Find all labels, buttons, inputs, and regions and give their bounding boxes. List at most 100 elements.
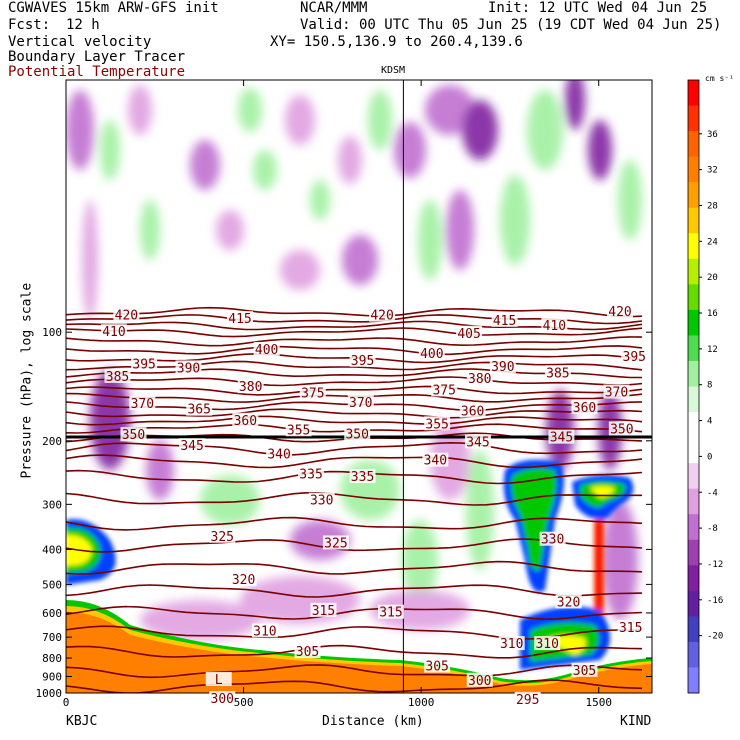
theta-label: 390: [177, 361, 200, 376]
theta-contour: [66, 336, 643, 347]
theta-label-bg: [534, 636, 561, 651]
theta-label: 375: [301, 387, 324, 402]
theta-label-bg: [308, 492, 335, 507]
theta-label-bg: [294, 644, 321, 659]
theta-label-bg: [466, 371, 493, 386]
field-potential-temperature: Potential Temperature: [8, 64, 186, 80]
colorbar-swatch: [688, 488, 699, 515]
field-vertical-velocity: Vertical velocity: [8, 34, 152, 50]
colorbar-label: 32: [707, 166, 718, 176]
colorbar-swatch: [688, 156, 699, 183]
theta-label-bg: [603, 384, 630, 399]
theta-label: 410: [543, 319, 566, 334]
theta-contour: [66, 327, 643, 338]
theta-contour: [66, 345, 643, 356]
theta-label-bg: [571, 662, 598, 677]
theta-label-bg: [104, 368, 131, 383]
theta-label-bg: [514, 691, 541, 706]
valid-time: Valid: 00 UTC Thu 05 Jun 25 (19 CDT Wed …: [300, 17, 722, 33]
theta-contour: [66, 492, 642, 506]
theta-label-bg: [491, 312, 518, 327]
theta-label-bg: [186, 401, 213, 416]
theta-label-bg: [464, 434, 491, 449]
theta-contour: [66, 360, 643, 371]
theta-contour: [66, 415, 643, 426]
theta-label-bg: [349, 352, 376, 367]
theta-label: 310: [535, 637, 558, 652]
theta-label-bg: [456, 325, 483, 340]
theta-label: 320: [232, 573, 255, 588]
theta-label-bg: [498, 636, 525, 651]
theta-label-bg: [548, 429, 575, 444]
y-tick-label: 500: [42, 578, 62, 591]
theta-label-bg: [113, 307, 140, 322]
colorbar-label: -20: [707, 632, 723, 642]
theta-label-bg: [251, 623, 278, 638]
theta-label-bg: [310, 602, 337, 617]
y-tick-label: 100: [42, 326, 62, 339]
theta-label: 350: [122, 428, 145, 443]
theta-label-bg: [422, 452, 449, 467]
theta-label: 395: [623, 350, 646, 365]
theta-label: 335: [299, 468, 322, 483]
colorbar-swatch: [688, 233, 699, 260]
theta-label: 370: [605, 386, 628, 401]
theta-label-bg: [209, 528, 236, 543]
colorbar-swatch: [688, 437, 699, 464]
x-axis: 0 500 1000 1500: [63, 80, 612, 709]
colorbar-label: -8: [707, 524, 718, 534]
colorbar-swatch: [688, 207, 699, 234]
colorbar-swatch: [688, 514, 699, 541]
theta-contour: [66, 584, 643, 598]
theta-label: 370: [131, 397, 154, 412]
colorbar-swatch: [688, 616, 699, 643]
theta-contour: [66, 376, 643, 387]
theta-label-bg: [299, 385, 326, 400]
theta-contour: [66, 679, 643, 693]
theta-label-bg: [541, 317, 568, 332]
colorbar-swatch: [688, 590, 699, 617]
colorbar-label: 8: [707, 381, 712, 391]
theta-label-bg: [424, 658, 451, 673]
theta-label: 415: [228, 312, 251, 327]
theta-label: 305: [425, 660, 448, 675]
theta-label-bg: [621, 348, 648, 363]
theta-label: 395: [351, 354, 374, 369]
theta-label-bg: [175, 360, 202, 375]
colorbar-swatch: [688, 641, 699, 668]
left-station-label: KBJC: [66, 714, 98, 729]
theta-label-bg: [237, 379, 264, 394]
vertical-velocity-shading: [66, 80, 652, 693]
colorbar-label: 24: [707, 237, 718, 247]
theta-label: 405: [457, 327, 480, 342]
x-tick-label: 1500: [585, 696, 612, 709]
theta-label: 400: [255, 343, 278, 358]
forecast-hour: 12 h: [66, 17, 100, 33]
theta-label-bg: [120, 427, 147, 442]
theta-label: 400: [420, 347, 443, 362]
theta-label: 370: [349, 396, 372, 411]
theta-label-bg: [205, 671, 232, 686]
theta-label: 330: [310, 494, 333, 509]
theta-label: 330: [541, 533, 564, 548]
theta-contours: [66, 306, 643, 693]
theta-label: 420: [608, 305, 631, 320]
theta-label-bg: [431, 382, 458, 397]
init-time: Init: 12 UTC Wed 04 Jun 25: [488, 0, 708, 16]
theta-label: 315: [619, 621, 642, 636]
y-tick-label: 600: [42, 607, 62, 620]
y-axis: 100 200 300 400 500 600 700 800 900 1000: [36, 326, 652, 700]
theta-label: 315: [312, 604, 335, 619]
theta-label: 420: [370, 309, 393, 324]
theta-label-bg: [607, 304, 634, 319]
theta-label: 310: [253, 624, 276, 639]
theta-label: 345: [180, 439, 203, 454]
right-station-label: KIND: [620, 714, 652, 729]
colorbar-swatch: [688, 131, 699, 158]
colorbar-label: 36: [707, 130, 718, 140]
plot-frame: [65, 79, 653, 694]
theta-label-bg: [129, 395, 156, 410]
theta-label-bg: [544, 365, 571, 380]
cross-section-endpoints: XY= 150.5,136.9 to 260.4,139.6: [270, 34, 523, 50]
